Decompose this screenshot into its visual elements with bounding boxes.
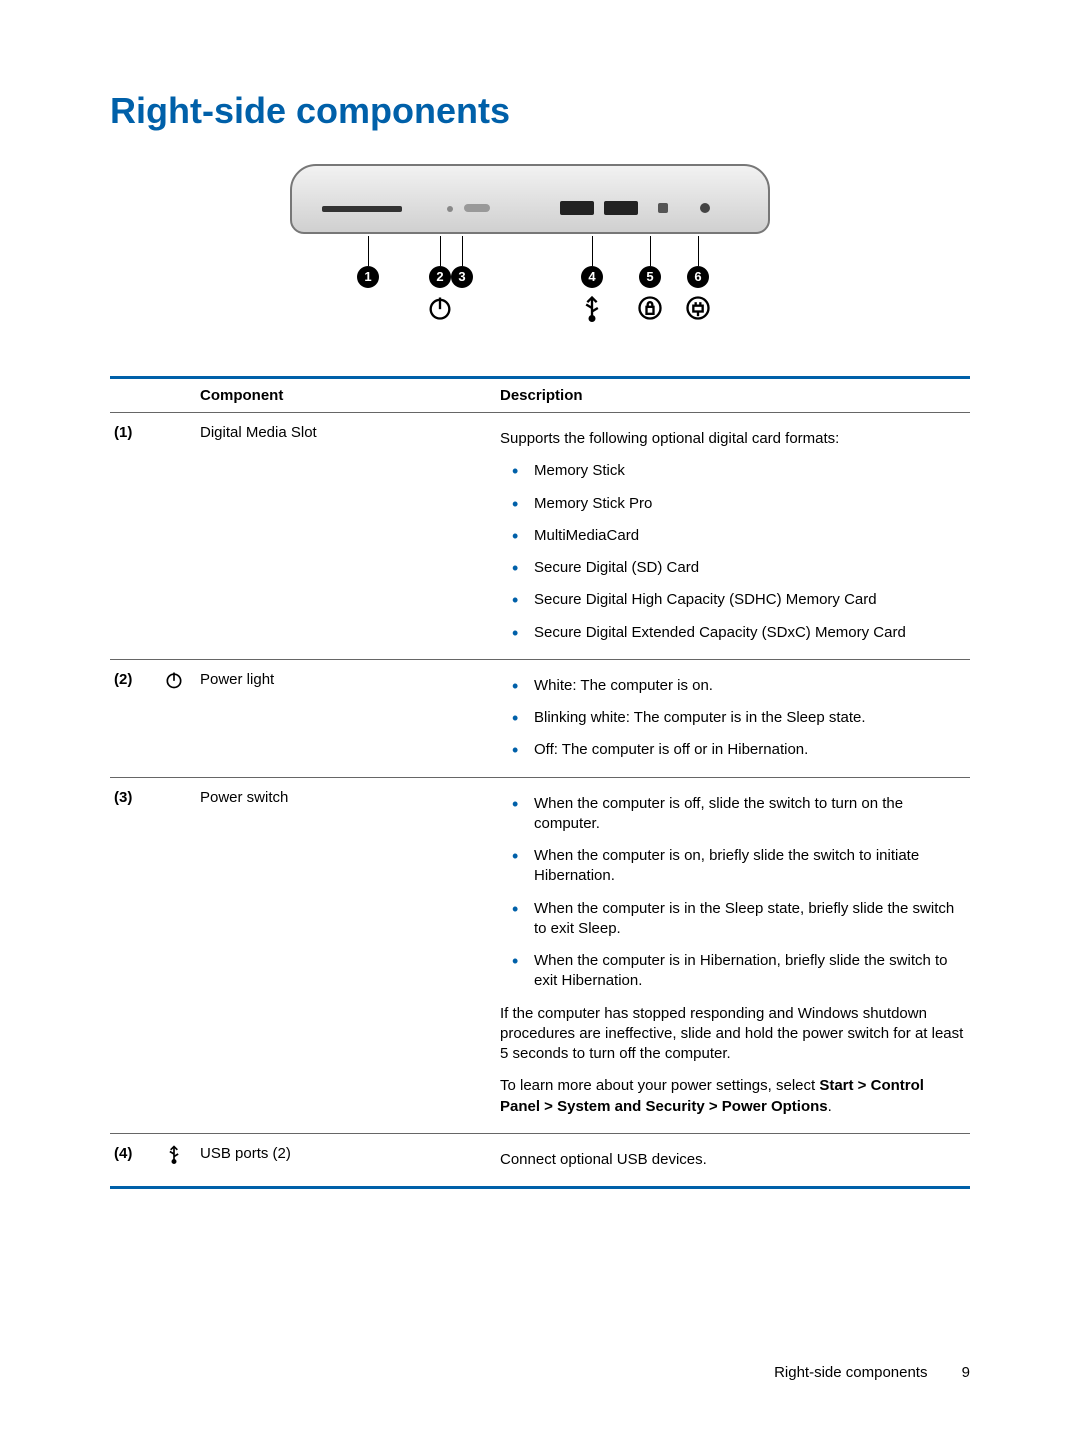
list-item: Secure Digital (SD) Card [500, 552, 966, 584]
callout-line [368, 236, 369, 266]
callout-number: 4 [581, 266, 603, 288]
table-row: (1) Digital Media SlotSupports the follow… [110, 413, 970, 660]
row-component: Power light [196, 659, 496, 777]
callout-line [592, 236, 593, 266]
list-item: Memory Stick Pro [500, 488, 966, 520]
row-component: Digital Media Slot [196, 413, 496, 660]
row-number: (4) [110, 1133, 160, 1186]
list-item: When the computer is on, briefly slide t… [500, 840, 966, 893]
desc-list: White: The computer is on.Blinking white… [500, 670, 966, 767]
list-item: Off: The computer is off or in Hibernati… [500, 734, 966, 766]
callout-number: 2 [429, 266, 451, 288]
table-row: (3) Power switchWhen the computer is off,… [110, 777, 970, 1133]
ac-port [700, 203, 710, 213]
row-description: When the computer is off, slide the swit… [496, 777, 970, 1133]
lock-icon [635, 294, 665, 324]
row-component: USB ports (2) [196, 1133, 496, 1186]
callout-group: 123456 [290, 236, 790, 356]
power-switch-port [464, 204, 490, 212]
desc-para: If the computer has stopped responding a… [500, 998, 966, 1071]
col-header-icon [160, 379, 196, 413]
callout-number: 5 [639, 266, 661, 288]
laptop-body [290, 164, 770, 234]
desc-intro: Supports the following optional digital … [500, 423, 966, 455]
list-item: Secure Digital High Capacity (SDHC) Memo… [500, 584, 966, 616]
list-item: Blinking white: The computer is in the S… [500, 702, 966, 734]
col-header-description: Description [496, 379, 970, 413]
footer-page-number: 9 [962, 1364, 970, 1381]
table-row: (4) USB ports (2)Connect optional USB dev… [110, 1133, 970, 1186]
callout-number: 3 [451, 266, 473, 288]
document-page: Right-side components 123456 Component D… [0, 0, 1080, 1437]
desc-list: When the computer is off, slide the swit… [500, 788, 966, 998]
row-description: Supports the following optional digital … [496, 413, 970, 660]
media-slot-port [322, 206, 402, 212]
callout-number: 1 [357, 266, 379, 288]
desc-para: To learn more about your power settings,… [500, 1070, 966, 1123]
row-icon-cell [160, 1133, 196, 1186]
row-number: (1) [110, 413, 160, 660]
usb-port-2 [604, 201, 638, 215]
laptop-illustration: 123456 [290, 156, 790, 356]
lock-slot-port [658, 203, 668, 213]
page-title: Right-side components [110, 90, 970, 132]
callout-3: 3 [451, 236, 473, 288]
table-body: (1) Digital Media SlotSupports the follow… [110, 413, 970, 1187]
list-item: Memory Stick [500, 455, 966, 487]
page-footer: Right-side components 9 [774, 1364, 970, 1381]
list-item: When the computer is in Hibernation, bri… [500, 945, 966, 998]
row-description: White: The computer is on.Blinking white… [496, 659, 970, 777]
power-icon [425, 294, 455, 324]
power-icon [164, 670, 184, 696]
row-component: Power switch [196, 777, 496, 1133]
usb-icon [577, 294, 607, 324]
components-table-wrap: Component Description (1) Digital Media S… [110, 376, 970, 1189]
components-table: Component Description (1) Digital Media S… [110, 379, 970, 1186]
usb-icon [164, 1144, 184, 1170]
list-item: When the computer is in the Sleep state,… [500, 893, 966, 946]
row-number: (2) [110, 659, 160, 777]
callout-line [650, 236, 651, 266]
col-header-blank [110, 379, 160, 413]
usb-port-1 [560, 201, 594, 215]
list-item: When the computer is off, slide the swit… [500, 788, 966, 841]
list-item: MultiMediaCard [500, 520, 966, 552]
callout-number: 6 [687, 266, 709, 288]
list-item: Secure Digital Extended Capacity (SDxC) … [500, 617, 966, 649]
ac-icon [683, 294, 713, 324]
row-icon-cell [160, 413, 196, 660]
row-icon-cell [160, 659, 196, 777]
row-number: (3) [110, 777, 160, 1133]
row-description: Connect optional USB devices. [496, 1133, 970, 1186]
table-row: (2) Power lightWhite: The computer is on.… [110, 659, 970, 777]
callout-line [462, 236, 463, 266]
desc-intro: Connect optional USB devices. [500, 1144, 966, 1176]
desc-list: Memory StickMemory Stick ProMultiMediaCa… [500, 455, 966, 649]
callout-5: 5 [635, 236, 665, 324]
row-icon-cell [160, 777, 196, 1133]
footer-text: Right-side components [774, 1364, 927, 1381]
callout-6: 6 [683, 236, 713, 324]
callout-line [698, 236, 699, 266]
col-header-component: Component [196, 379, 496, 413]
callout-line [440, 236, 441, 266]
callout-4: 4 [577, 236, 607, 324]
callout-1: 1 [357, 236, 379, 288]
power-light-port [447, 206, 453, 212]
list-item: White: The computer is on. [500, 670, 966, 702]
